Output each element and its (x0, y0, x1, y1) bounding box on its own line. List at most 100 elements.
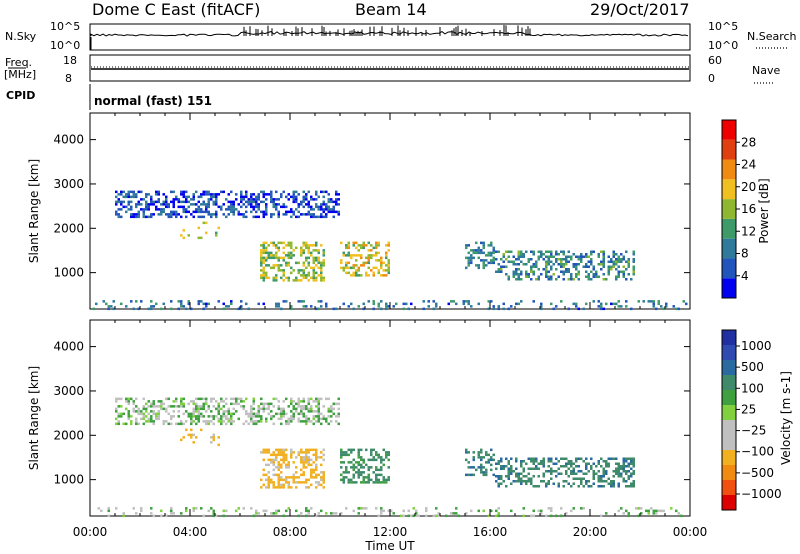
echo-cell (367, 266, 370, 270)
echo-cell (252, 407, 255, 411)
echo-cell (512, 273, 515, 276)
echo-cell (135, 203, 138, 206)
echo-cell (270, 458, 273, 462)
echo-cell (227, 200, 230, 204)
echo-cell (217, 193, 220, 196)
echo-cell (245, 410, 248, 413)
echo-cell (375, 244, 378, 247)
echo-cell (580, 457, 583, 460)
echo-cell (290, 400, 293, 403)
echo-cell (335, 402, 338, 406)
echo-cell (607, 260, 610, 263)
echo-cell (300, 203, 303, 206)
echo-cell (115, 213, 118, 216)
echo-cell (590, 485, 593, 488)
echo-cell (267, 402, 270, 406)
echo-cell (317, 417, 320, 421)
echo-cell (380, 507, 383, 510)
echo-cell (300, 274, 303, 277)
echo-cell (567, 482, 570, 485)
echo-cell (155, 208, 158, 211)
echo-cell (477, 453, 480, 457)
echo-cell (200, 407, 203, 411)
echo-cell (255, 195, 258, 199)
echo-cell (197, 412, 200, 416)
echo-cell (292, 412, 295, 416)
echo-cell (287, 264, 290, 267)
echo-cell (592, 470, 595, 473)
echo-cell (307, 458, 310, 462)
echo-cell (342, 476, 345, 479)
echo-cell (315, 410, 318, 413)
echo-cell (147, 400, 150, 403)
echo-cell (270, 461, 273, 464)
echo-cell (272, 483, 275, 487)
echo-cell (275, 302, 278, 306)
echo-cell (527, 273, 530, 276)
echo-cell (240, 195, 243, 199)
echo-cell (427, 300, 430, 303)
echo-cell (542, 457, 545, 460)
echo-cell (272, 512, 275, 515)
echo-cell (295, 509, 298, 513)
echo-cell (345, 271, 348, 275)
echo-cell (305, 244, 308, 247)
echo-cell (340, 461, 343, 464)
echo-cell (282, 456, 285, 459)
echo-cell (300, 451, 303, 454)
echo-cell (315, 486, 318, 489)
echo-cell (587, 278, 590, 281)
echo-cell (620, 270, 623, 273)
echo-cell (550, 265, 553, 268)
echo-cell (287, 198, 290, 201)
colorbar-tick-label: 100 (741, 381, 764, 395)
echo-cell (270, 200, 273, 204)
echo-cell (255, 420, 258, 423)
echo-cell (597, 255, 600, 258)
echo-cell (562, 457, 565, 460)
echo-cell (612, 253, 615, 256)
velocity-echo-layer (97, 397, 683, 518)
echo-cell (330, 200, 333, 204)
echo-cell (320, 269, 323, 272)
echo-cell (472, 251, 475, 255)
echo-cell (202, 210, 205, 214)
echo-cell (287, 463, 290, 467)
echo-cell (602, 260, 605, 263)
echo-cell (320, 215, 323, 219)
echo-cell (320, 300, 323, 303)
echo-cell (380, 466, 383, 469)
echo-cell (357, 244, 360, 247)
echo-cell (352, 307, 355, 311)
echo-cell (575, 305, 578, 308)
echo-cell (320, 213, 323, 216)
echo-cell (625, 305, 628, 308)
echo-cell (595, 273, 598, 276)
echo-cell (180, 402, 183, 406)
echo-cell (555, 278, 558, 281)
echo-cell (437, 514, 440, 518)
echo-cell (292, 254, 295, 257)
echo-cell (600, 485, 603, 488)
echo-cell (600, 250, 603, 253)
echo-cell (252, 420, 255, 423)
echo-cell (482, 471, 485, 474)
echo-cell (265, 203, 268, 206)
echo-cell (147, 203, 150, 206)
echo-cell (270, 266, 273, 270)
echo-cell (360, 458, 363, 462)
echo-cell (325, 203, 328, 206)
echo-cell (300, 279, 303, 282)
echo-cell (180, 234, 183, 237)
echo-cell (547, 275, 550, 278)
echo-cell (305, 453, 308, 457)
echo-cell (280, 466, 283, 469)
echo-cell (355, 466, 358, 469)
echo-cell (207, 200, 210, 204)
echo-cell (382, 481, 385, 484)
echo-cell (262, 410, 265, 413)
echo-cell (632, 258, 635, 261)
echo-cell (202, 420, 205, 423)
echo-cell (502, 255, 505, 258)
